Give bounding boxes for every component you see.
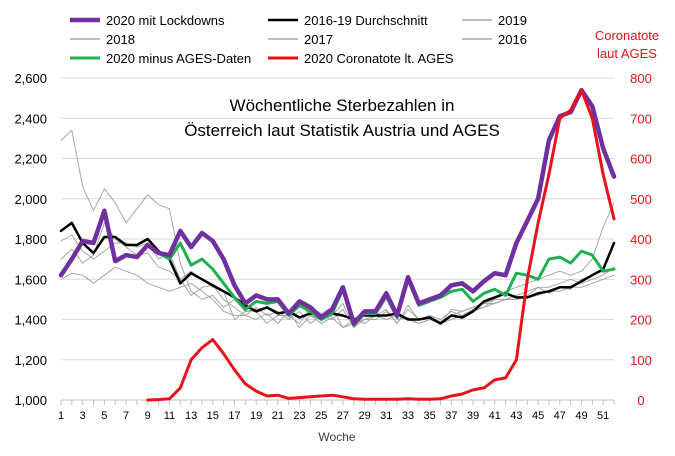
chart-title-line2: Österreich laut Statistik Austria und AG… bbox=[184, 121, 500, 140]
x-tick-label: 19 bbox=[250, 410, 262, 422]
y-left-tick-label: 2,200 bbox=[14, 152, 47, 167]
x-tick-label: 15 bbox=[207, 410, 219, 422]
y-left-tick-label: 1,400 bbox=[14, 313, 47, 328]
y-right-tick-label: 500 bbox=[630, 192, 652, 207]
y-right-tick-label: 100 bbox=[630, 353, 652, 368]
y-right-tick-label: 200 bbox=[630, 313, 652, 328]
x-tick-label: 7 bbox=[123, 410, 129, 422]
x-tick-label: 9 bbox=[145, 410, 151, 422]
legend-label: 2019 bbox=[498, 13, 527, 28]
x-tick-label: 33 bbox=[402, 410, 414, 422]
series-line-2017 bbox=[60, 129, 615, 329]
chart-title-line1: Wöchentliche Sterbezahlen in bbox=[230, 96, 455, 115]
x-tick-label: 51 bbox=[597, 410, 609, 422]
axes: 1,000 1,200 1,400 1,600 1,800 2,000 2,200 2,400… bbox=[14, 71, 651, 422]
x-tick-label: 29 bbox=[358, 410, 370, 422]
y-right-tick-label: 400 bbox=[630, 232, 652, 247]
x-tick-label: 37 bbox=[445, 410, 457, 422]
y-left-tick-label: 1,000 bbox=[14, 393, 47, 408]
y-right-tick-label: 700 bbox=[630, 111, 652, 126]
y-left-tick-label: 2,000 bbox=[14, 192, 47, 207]
legend-label: 2016-19 Durchschnitt bbox=[304, 13, 428, 28]
x-tick-label: 45 bbox=[532, 410, 544, 422]
y-left-tick-label: 2,400 bbox=[14, 111, 47, 126]
x-tick-label: 17 bbox=[228, 410, 240, 422]
x-tick-label: 41 bbox=[489, 410, 501, 422]
y-left-tick-label: 1,200 bbox=[14, 353, 47, 368]
series-line-2016 bbox=[60, 202, 615, 329]
right-axis-title-line1: Coronatote bbox=[595, 28, 659, 43]
legend-label: 2020 mit Lockdowns bbox=[106, 13, 225, 28]
x-axis-label: Woche bbox=[318, 430, 355, 444]
y-right-tick-label: 300 bbox=[630, 272, 652, 287]
legend-label: 2020 minus AGES-Daten bbox=[106, 51, 251, 66]
x-tick-label: 25 bbox=[315, 410, 327, 422]
x-tick-label: 23 bbox=[293, 410, 305, 422]
x-tick-label: 35 bbox=[424, 410, 436, 422]
legend-label: 2017 bbox=[304, 32, 333, 47]
x-tick-label: 5 bbox=[101, 410, 107, 422]
x-tick-label: 13 bbox=[185, 410, 197, 422]
series-lines bbox=[58, 87, 617, 402]
y-right-tick-label: 0 bbox=[637, 393, 644, 408]
y-right-tick-label: 600 bbox=[630, 152, 652, 167]
x-tick-label: 11 bbox=[164, 410, 175, 422]
y-left-tick-label: 2,600 bbox=[14, 71, 47, 86]
x-tick-label: 21 bbox=[272, 410, 284, 422]
x-tick-label: 43 bbox=[510, 410, 522, 422]
x-tick-label: 39 bbox=[467, 410, 479, 422]
y-left-tick-label: 1,600 bbox=[14, 272, 47, 287]
x-tick-label: 47 bbox=[554, 410, 566, 422]
series-line-2020-coronatote-lt-ages bbox=[146, 88, 616, 402]
x-tick-label: 31 bbox=[380, 410, 392, 422]
legend-label: 2020 Coronatote lt. AGES bbox=[304, 51, 454, 66]
x-tick-label: 3 bbox=[80, 410, 86, 422]
y-left-tick-label: 1,800 bbox=[14, 232, 47, 247]
legend: 2020 mit Lockdowns 2016-19 Durchschnitt 20… bbox=[70, 13, 527, 66]
legend-label: 2016 bbox=[498, 32, 527, 47]
x-tick-label: 27 bbox=[337, 410, 349, 422]
series-line-2020-mit-lockdowns bbox=[58, 87, 617, 326]
right-axis-title-line2: laut AGES bbox=[597, 46, 657, 61]
x-tick-label: 1 bbox=[58, 410, 64, 422]
y-right-tick-label: 800 bbox=[630, 71, 652, 86]
series-line-2016-19-durchschnitt bbox=[59, 221, 616, 325]
x-tick-label: 49 bbox=[575, 410, 587, 422]
legend-label: 2018 bbox=[106, 32, 135, 47]
